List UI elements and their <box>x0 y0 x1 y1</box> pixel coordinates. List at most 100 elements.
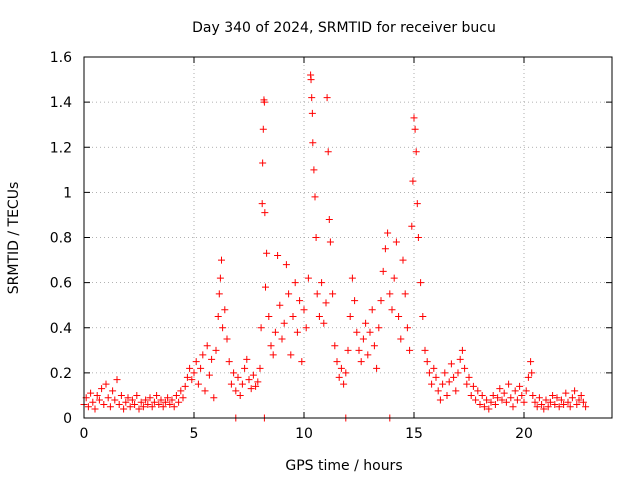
data-point <box>364 351 372 359</box>
data-point <box>214 312 222 320</box>
data-point <box>511 387 519 395</box>
data-point <box>518 391 526 399</box>
data-point <box>257 324 265 332</box>
data-point <box>375 324 383 332</box>
data-point <box>215 290 223 298</box>
data-point <box>183 373 191 381</box>
data-point <box>423 358 431 366</box>
data-point <box>278 335 286 343</box>
data-point <box>439 380 447 388</box>
data-point <box>243 355 251 363</box>
data-point <box>311 193 319 201</box>
data-point <box>276 301 284 309</box>
data-point <box>329 290 337 298</box>
data-point <box>256 364 264 372</box>
data-point <box>566 403 574 411</box>
data-point <box>516 382 524 390</box>
data-point <box>480 403 488 411</box>
data-point <box>450 373 458 381</box>
data-point <box>262 283 269 291</box>
data-point <box>474 387 482 395</box>
data-point <box>307 76 315 84</box>
data-point <box>128 396 136 404</box>
data-point <box>399 256 407 264</box>
data-point <box>379 267 387 275</box>
data-point <box>483 396 491 404</box>
data-point <box>133 391 141 399</box>
data-point <box>538 400 546 408</box>
data-point <box>542 396 550 404</box>
data-point <box>568 394 576 402</box>
data-point <box>469 382 477 390</box>
data-point <box>201 387 209 395</box>
data-point <box>179 394 187 402</box>
y-tick-label: 0.6 <box>50 276 72 292</box>
data-point <box>409 177 417 185</box>
data-point <box>190 369 198 377</box>
data-point <box>208 355 216 363</box>
data-point <box>236 391 244 399</box>
data-point <box>562 389 570 397</box>
data-point <box>331 342 339 350</box>
y-tick-label: 0.2 <box>50 366 72 382</box>
grid-layer <box>84 57 612 418</box>
data-point <box>436 396 444 404</box>
data-point <box>84 403 92 411</box>
data-point <box>111 396 119 404</box>
data-point <box>155 400 163 408</box>
data-point <box>223 335 231 343</box>
data-point <box>109 387 117 395</box>
y-axis-label: SRMTID / TECUs <box>6 182 22 295</box>
x-tick-label: 10 <box>295 426 313 442</box>
data-point <box>320 319 328 327</box>
data-point <box>463 380 471 388</box>
x-tick-label: 0 <box>80 426 89 442</box>
data-point <box>230 369 238 377</box>
data-point <box>370 342 378 350</box>
data-point <box>467 391 475 399</box>
data-point <box>304 274 312 282</box>
data-point <box>535 394 543 402</box>
data-point <box>419 312 427 320</box>
data-point <box>280 319 288 327</box>
data-point <box>218 256 225 264</box>
data-point <box>540 405 548 413</box>
data-point <box>577 391 585 399</box>
data-point <box>157 396 165 404</box>
data-point <box>579 398 587 406</box>
data-point <box>172 391 180 399</box>
data-point <box>95 396 103 404</box>
data-point <box>216 274 224 282</box>
data-point <box>142 396 150 404</box>
data-point <box>413 200 421 208</box>
data-point <box>560 400 568 408</box>
data-point <box>452 387 460 395</box>
y-tick-label: 1.6 <box>50 50 72 66</box>
data-point <box>308 94 316 102</box>
data-point <box>137 398 145 406</box>
data-point <box>102 380 110 388</box>
data-point <box>528 369 536 377</box>
data-point <box>445 378 453 386</box>
data-point <box>313 290 321 298</box>
data-point <box>362 319 370 327</box>
data-point <box>254 378 262 386</box>
data-point <box>263 249 271 257</box>
data-point <box>351 297 359 305</box>
data-point <box>546 398 554 406</box>
data-point <box>260 98 268 106</box>
data-point <box>293 328 301 336</box>
data-point <box>337 364 345 372</box>
data-point <box>458 346 466 354</box>
data-point <box>368 306 376 314</box>
data-point <box>87 389 95 397</box>
data-point <box>296 297 304 305</box>
data-point <box>505 380 513 388</box>
data-point <box>571 387 579 395</box>
data-point <box>377 297 385 305</box>
data-point <box>406 346 414 354</box>
data-point <box>434 387 442 395</box>
data-point <box>551 400 559 408</box>
data-point <box>417 279 425 287</box>
data-point <box>212 346 220 354</box>
